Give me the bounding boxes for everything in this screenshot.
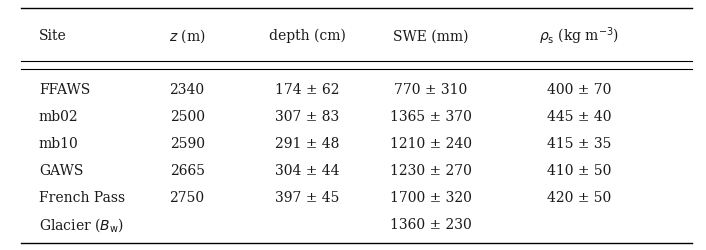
Text: SWE (mm): SWE (mm) <box>393 29 468 43</box>
Text: depth (cm): depth (cm) <box>269 29 345 43</box>
Text: 2750: 2750 <box>169 191 205 205</box>
Text: FFAWS: FFAWS <box>39 83 90 97</box>
Text: GAWS: GAWS <box>39 164 83 178</box>
Text: 174 ± 62: 174 ± 62 <box>275 83 340 97</box>
Text: 2500: 2500 <box>169 110 205 124</box>
Text: Site: Site <box>39 29 66 43</box>
Text: 2340: 2340 <box>169 83 205 97</box>
Text: 304 ± 44: 304 ± 44 <box>275 164 340 178</box>
Text: 1700 ± 320: 1700 ± 320 <box>390 191 472 205</box>
Text: 291 ± 48: 291 ± 48 <box>275 137 340 151</box>
Text: 397 ± 45: 397 ± 45 <box>275 191 340 205</box>
Text: mb02: mb02 <box>39 110 78 124</box>
Text: 1365 ± 370: 1365 ± 370 <box>390 110 472 124</box>
Text: French Pass: French Pass <box>39 191 125 205</box>
Text: 307 ± 83: 307 ± 83 <box>275 110 340 124</box>
Text: $z$ (m): $z$ (m) <box>169 28 205 45</box>
Text: 1230 ± 270: 1230 ± 270 <box>390 164 472 178</box>
Text: 1360 ± 230: 1360 ± 230 <box>390 218 472 232</box>
Text: 410 ± 50: 410 ± 50 <box>546 164 611 178</box>
Text: Glacier ($B_\mathrm{w}$): Glacier ($B_\mathrm{w}$) <box>39 216 124 234</box>
Text: mb10: mb10 <box>39 137 78 151</box>
Text: 770 ± 310: 770 ± 310 <box>394 83 467 97</box>
Text: 445 ± 40: 445 ± 40 <box>546 110 611 124</box>
Text: 1210 ± 240: 1210 ± 240 <box>390 137 472 151</box>
Text: 420 ± 50: 420 ± 50 <box>546 191 611 205</box>
Text: $\rho_\mathrm{s}$ (kg m$^{-3}$): $\rho_\mathrm{s}$ (kg m$^{-3}$) <box>539 26 619 47</box>
Text: 2590: 2590 <box>169 137 205 151</box>
Text: 400 ± 70: 400 ± 70 <box>546 83 611 97</box>
Text: 415 ± 35: 415 ± 35 <box>546 137 611 151</box>
Text: 2665: 2665 <box>169 164 205 178</box>
